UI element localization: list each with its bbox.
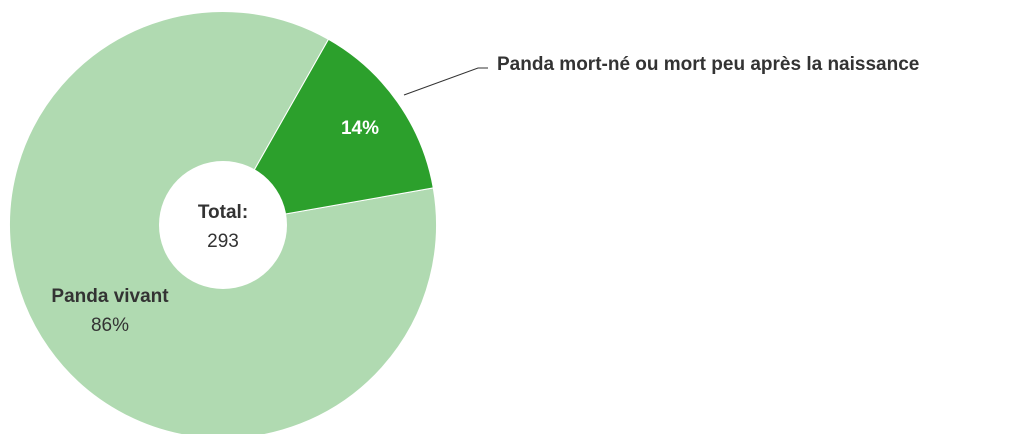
donut-hole	[159, 161, 287, 289]
slice-name: Panda vivant	[51, 286, 169, 307]
center-total: 293	[207, 231, 239, 252]
slice-name: Panda mort-né ou mort peu après la naiss…	[497, 54, 919, 75]
center-label: Total:	[198, 202, 248, 223]
slice	[222, 38, 434, 226]
slice-value-label: 86%	[91, 315, 129, 336]
leader-line	[403, 67, 488, 96]
slice-value-label: 14%	[341, 118, 379, 139]
